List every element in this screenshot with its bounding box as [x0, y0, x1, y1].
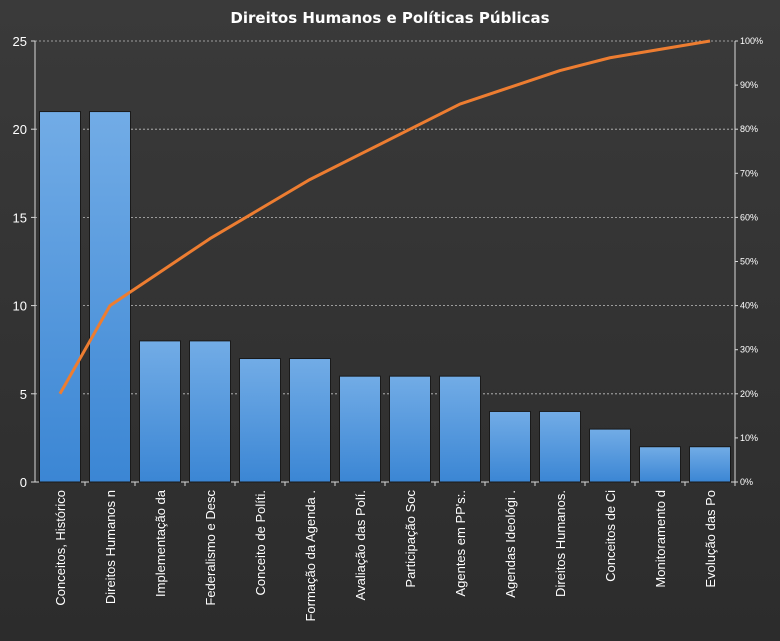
x-category-label: Formação da Agenda .	[303, 490, 318, 622]
category-label-layer: Conceitos, Histórico Direitos Humanos n Im…	[53, 489, 718, 621]
bar	[39, 111, 81, 483]
bar	[489, 410, 531, 483]
bar	[239, 358, 281, 483]
y-tick-label: 10	[13, 299, 27, 314]
bar	[189, 340, 231, 483]
y2-tick-label: 60%	[740, 212, 758, 222]
y2-tick-label: 40%	[740, 301, 758, 311]
x-category-label: Participação Soc	[403, 490, 418, 588]
x-category-label: Conceito de Políti.	[253, 490, 268, 596]
y2-tick-label: 90%	[740, 80, 758, 90]
axis-layer: 0 5 10 15 20 25 0% 10% 20% 30% 40% 50% 60% 70% 80% 90% 1…	[13, 34, 764, 490]
x-category-label: Avaliação das Polí.	[353, 490, 368, 600]
x-category-label: Monitoramento d	[653, 490, 668, 588]
x-category-label: Federalismo e Desc	[203, 490, 218, 606]
bar	[639, 446, 681, 483]
x-category-label: Agendas Ideológi .	[503, 490, 518, 598]
y-tick-label: 5	[20, 387, 27, 402]
cumulative-line-layer	[58, 39, 711, 395]
bar	[139, 340, 181, 483]
bar	[539, 410, 581, 483]
bar	[339, 375, 381, 483]
y-tick-label: 20	[13, 122, 27, 137]
bar	[589, 428, 631, 483]
chart-title: Direitos Humanos e Políticas Públicas	[230, 9, 549, 27]
y2-tick-label: 10%	[740, 433, 758, 443]
y-tick-label: 0	[20, 475, 27, 490]
cumulative-percent-line	[58, 39, 711, 395]
bar	[289, 358, 331, 483]
bar-layer	[39, 111, 731, 483]
y-tick-label: 15	[13, 210, 27, 225]
bar	[689, 446, 731, 483]
x-category-label: Conceitos, Histórico	[53, 490, 68, 606]
bar	[439, 375, 481, 483]
x-category-label: Direitos Humanos n	[103, 490, 118, 604]
x-category-label: Direitos Humanos.	[553, 490, 568, 597]
y2-tick-label: 100%	[740, 36, 763, 46]
y2-tick-label: 70%	[740, 168, 758, 178]
y2-tick-label: 80%	[740, 124, 758, 134]
x-category-label: Evolução das Po	[703, 490, 718, 588]
y2-tick-label: 20%	[740, 389, 758, 399]
x-category-label: Agentes em PP's:.	[453, 490, 468, 597]
y2-tick-label: 0%	[740, 477, 753, 487]
x-category-label: Implementação da	[153, 489, 168, 597]
y2-tick-label: 30%	[740, 345, 758, 355]
bar	[389, 375, 431, 483]
y-tick-label: 25	[13, 34, 27, 49]
x-category-label: Conceitos de Ci	[603, 490, 618, 582]
y2-tick-label: 50%	[740, 257, 758, 267]
